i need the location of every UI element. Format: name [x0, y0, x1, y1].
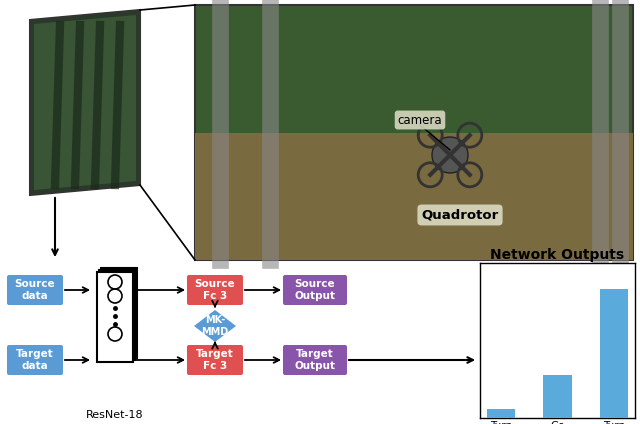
FancyBboxPatch shape: [7, 345, 63, 375]
FancyBboxPatch shape: [195, 133, 633, 260]
Text: Target
Output: Target Output: [294, 349, 335, 371]
FancyBboxPatch shape: [283, 345, 347, 375]
Text: Target
Fc 3: Target Fc 3: [196, 349, 234, 371]
FancyBboxPatch shape: [101, 268, 137, 358]
Bar: [487, 410, 515, 418]
Text: Source
data: Source data: [15, 279, 55, 301]
Text: Quadrotor: Quadrotor: [421, 209, 499, 221]
Text: MK-
MMD: MK- MMD: [202, 315, 228, 337]
FancyBboxPatch shape: [187, 345, 243, 375]
FancyBboxPatch shape: [7, 275, 63, 305]
FancyBboxPatch shape: [97, 272, 133, 362]
Text: Source
Fc 3: Source Fc 3: [195, 279, 236, 301]
Text: camera: camera: [397, 114, 442, 126]
Text: ResNet-18: ResNet-18: [86, 410, 144, 420]
Bar: [600, 289, 628, 418]
Title: Network Outputs: Network Outputs: [490, 248, 625, 262]
Circle shape: [432, 137, 468, 173]
Polygon shape: [194, 310, 236, 342]
Polygon shape: [34, 15, 136, 190]
FancyBboxPatch shape: [187, 275, 243, 305]
Polygon shape: [30, 10, 140, 195]
Bar: [543, 375, 572, 418]
FancyBboxPatch shape: [283, 275, 347, 305]
Text: Source
Output: Source Output: [294, 279, 335, 301]
FancyBboxPatch shape: [195, 5, 633, 260]
Text: Target
data: Target data: [16, 349, 54, 371]
FancyBboxPatch shape: [99, 270, 135, 360]
